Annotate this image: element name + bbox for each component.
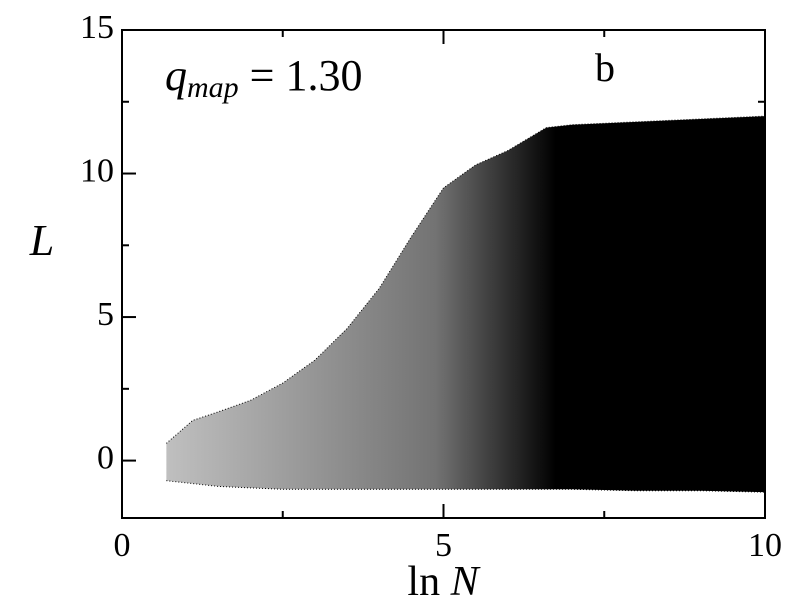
y-tick-label: 5 [97, 296, 114, 333]
range-area [166, 116, 765, 493]
plot-area [166, 115, 766, 493]
x-label-base: ln [407, 559, 450, 605]
y-tick-label: 15 [80, 9, 114, 46]
panel-label: b [595, 45, 615, 90]
x-tick-label: 0 [114, 527, 131, 564]
x-label-var: N [450, 559, 481, 605]
x-axis-label: ln N [407, 559, 480, 605]
upper-edge [166, 115, 766, 444]
annotation-rest: = 1.30 [239, 51, 363, 100]
x-tick-label: 5 [435, 527, 452, 564]
y-axis-label: L [29, 216, 54, 265]
annotation-base: q [165, 51, 187, 100]
x-tick-label: 10 [748, 527, 782, 564]
annotation-sub: map [187, 71, 239, 104]
y-tick-label: 0 [97, 439, 114, 476]
annotation: qmap = 1.30 [165, 51, 363, 104]
y-tick-label: 10 [80, 152, 114, 189]
